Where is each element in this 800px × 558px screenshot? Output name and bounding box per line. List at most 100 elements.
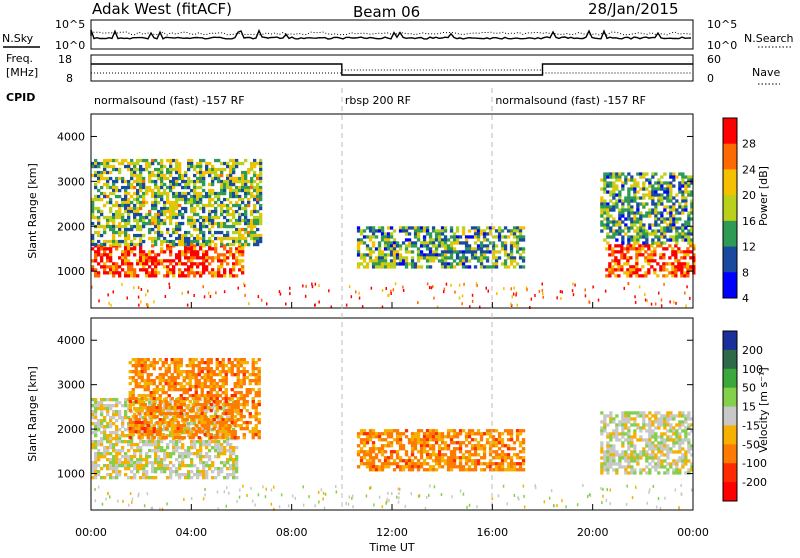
heatmap-cell [199, 262, 202, 265]
heatmap-cell [480, 432, 483, 435]
heatmap-cell [217, 473, 220, 476]
heatmap-cell [220, 204, 223, 207]
heatmap-cell [450, 465, 453, 468]
heatmap-cell [160, 250, 163, 253]
heatmap-cell [687, 181, 690, 184]
heatmap-cell [686, 262, 689, 265]
heatmap-cell [393, 241, 396, 244]
heatmap-cell [190, 240, 193, 243]
heatmap-cell [195, 400, 198, 403]
heatmap-cell [154, 201, 157, 204]
heatmap-cell [417, 253, 420, 256]
heatmap-cell [369, 429, 372, 432]
heatmap-cell [124, 455, 127, 458]
heatmap-cell [214, 271, 217, 274]
heatmap-cell [190, 262, 193, 265]
heatmap-cell [459, 447, 462, 450]
heatmap-cell [632, 265, 635, 268]
heatmap-cell [225, 388, 228, 391]
heatmap-cell [186, 370, 189, 373]
heatmap-cell [118, 470, 121, 473]
heatmap-cell [196, 262, 199, 265]
heatmap-cell [384, 462, 387, 465]
heatmap-cell [645, 241, 648, 244]
heatmap-cell [507, 444, 510, 447]
heatmap-cell [165, 373, 168, 376]
heatmap-cell [223, 244, 226, 247]
heatmap-cell [154, 446, 157, 449]
heatmap-cell [471, 462, 474, 465]
heatmap-cell [495, 429, 498, 432]
heatmap-cell [156, 361, 159, 364]
heatmap-cell [190, 159, 193, 162]
heatmap-cell [190, 265, 193, 268]
heatmap-cell [411, 256, 414, 259]
heatmap-cell [202, 231, 205, 234]
heatmap-cell [375, 229, 378, 232]
heatmap-cell [408, 465, 411, 468]
heatmap-cell [202, 268, 205, 271]
heatmap-cell [220, 461, 223, 464]
heatmap-cell [94, 446, 97, 449]
heatmap-cell [142, 168, 145, 171]
heatmap-cell [519, 232, 522, 235]
heatmap-cell [441, 459, 444, 462]
heatmap-cell [141, 373, 144, 376]
heatmap-cell [184, 256, 187, 259]
heatmap-cell [678, 226, 681, 229]
heatmap-cell [249, 391, 252, 394]
heatmap-cell [94, 231, 97, 234]
heatmap-cell [166, 247, 169, 250]
heatmap-cell [241, 198, 244, 201]
heatmap-cell [459, 462, 462, 465]
heatmap-cell [193, 240, 196, 243]
heatmap-cell [603, 181, 606, 184]
heatmap-cell [405, 226, 408, 229]
heatmap-cell [471, 235, 474, 238]
heatmap-cell [431, 286, 433, 289]
heatmap-cell [223, 222, 226, 225]
heatmap-cell [636, 172, 639, 175]
heatmap-cell [144, 379, 147, 382]
heatmap-cell [210, 415, 213, 418]
heatmap-cell [609, 208, 612, 211]
heatmap-cell [444, 453, 447, 456]
heatmap-cell [516, 468, 519, 471]
heatmap-cell [369, 226, 372, 229]
heatmap-cell [223, 204, 226, 207]
heatmap-cell [115, 398, 118, 401]
heatmap-cell [432, 259, 435, 262]
heatmap-cell [184, 262, 187, 265]
heatmap-cell [196, 265, 199, 268]
heatmap-cell [387, 244, 390, 247]
heatmap-cell [232, 262, 235, 265]
heatmap-cell [112, 192, 115, 195]
heatmap-cell [453, 432, 456, 435]
heatmap-cell [136, 162, 139, 165]
heatmap-cell [201, 403, 204, 406]
heatmap-cell [396, 253, 399, 256]
heatmap-cell [253, 165, 256, 168]
heatmap-cell [393, 468, 396, 471]
heatmap-cell [574, 284, 576, 287]
heatmap-cell [214, 213, 217, 216]
heatmap-cell [405, 262, 408, 265]
heatmap-cell [159, 394, 162, 397]
heatmap-cell [311, 283, 313, 286]
heatmap-cell [256, 195, 259, 198]
heatmap-cell [627, 462, 630, 465]
heatmap-cell [441, 229, 444, 232]
heatmap-cell [686, 247, 689, 250]
heatmap-cell [600, 211, 603, 214]
heatmap-cell [238, 180, 241, 183]
heatmap-cell [169, 259, 172, 262]
heatmap-cell [624, 459, 627, 462]
heatmap-cell [609, 411, 612, 414]
heatmap-cell [136, 189, 139, 192]
heatmap-cell [441, 465, 444, 468]
heatmap-cell [405, 450, 408, 453]
heatmap-cell [384, 432, 387, 435]
noise-left-tick-bottom: 10^0 [55, 39, 85, 52]
heatmap-cell [519, 468, 522, 471]
heatmap-cell [211, 440, 214, 443]
